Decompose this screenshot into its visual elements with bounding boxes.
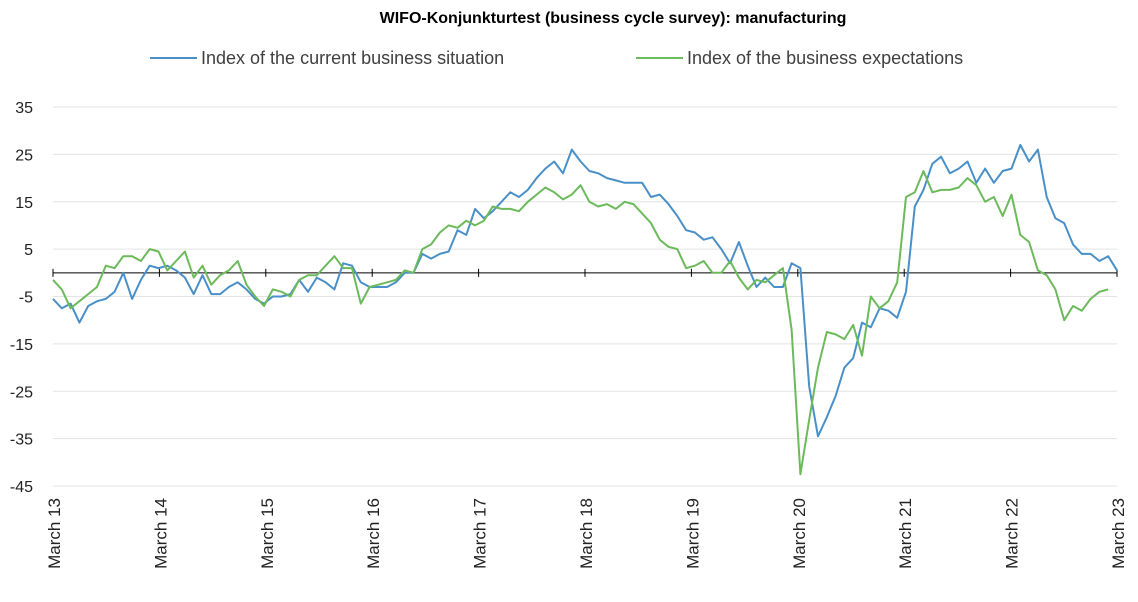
legend-label-current: Index of the current business situation (201, 48, 504, 68)
y-tick-label: 35 (15, 100, 33, 117)
y-tick-label: -35 (10, 432, 33, 449)
x-tick-label: March 19 (683, 498, 702, 569)
legend-label-expectations: Index of the business expectations (687, 48, 963, 68)
y-tick-label: 25 (15, 147, 33, 164)
series-line-current-situation (52, 143, 1118, 438)
legend: Index of the current business situation … (150, 48, 963, 68)
x-tick-label: March 14 (151, 498, 170, 569)
x-tick-label: March 21 (896, 498, 915, 569)
chart-title: WIFO-Konjunkturtest (business cycle surv… (380, 10, 847, 27)
y-tick-label: 5 (24, 242, 33, 259)
y-axis: 35 25 15 5 -5 -15 -25 -35 -45 (10, 100, 33, 496)
y-tick-label: 15 (15, 195, 33, 212)
x-tick-label: March 20 (790, 498, 809, 569)
x-tick-label: March 23 (1109, 498, 1128, 569)
x-tick-label: March 22 (1003, 498, 1022, 569)
series-layer (52, 143, 1118, 476)
x-tick-label: March 13 (45, 498, 64, 569)
x-tick-label: March 16 (364, 498, 383, 569)
y-tick-label: -15 (10, 337, 33, 354)
gridlines (53, 106, 1117, 487)
y-tick-label: -25 (10, 384, 33, 401)
x-tick-label: March 18 (577, 498, 596, 569)
y-tick-label: -5 (19, 290, 33, 307)
x-tick-label: March 15 (258, 498, 277, 569)
series-line-expectations (52, 170, 1109, 476)
x-tick-label: March 17 (471, 498, 490, 569)
x-axis: March 13 March 14 March 15 March 16 March 17… (45, 268, 1128, 569)
y-tick-label: -45 (10, 479, 33, 496)
